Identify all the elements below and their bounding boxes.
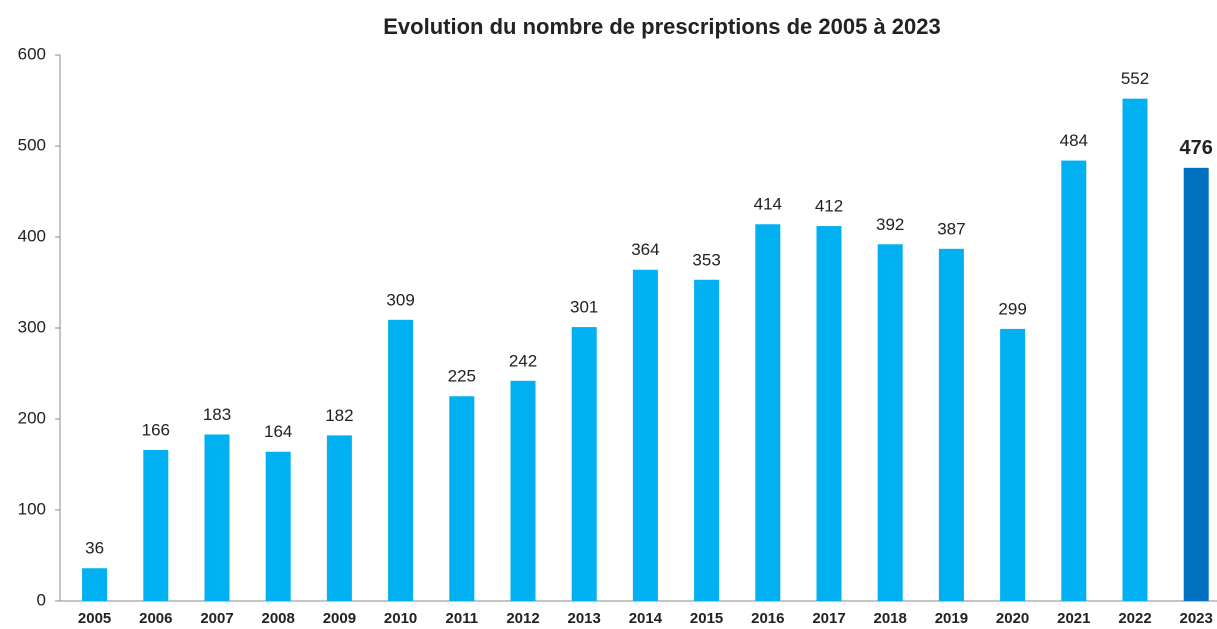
data-label: 476 — [1180, 137, 1213, 159]
x-tick-label: 2012 — [506, 610, 539, 627]
data-label: 392 — [876, 215, 904, 234]
x-tick-label: 2011 — [446, 610, 479, 627]
data-label: 36 — [85, 539, 104, 558]
y-tick-label: 500 — [18, 135, 46, 154]
bar — [143, 449, 169, 601]
data-label: 166 — [142, 420, 170, 439]
x-tick-label: 2009 — [323, 610, 356, 627]
x-tick-label: 2010 — [384, 610, 417, 627]
bar — [877, 244, 903, 601]
data-label: 299 — [998, 299, 1026, 318]
bar — [82, 568, 108, 601]
y-tick-label: 0 — [37, 590, 46, 609]
x-tick-label: 2020 — [996, 610, 1029, 627]
x-tick-label: 2018 — [874, 610, 907, 627]
y-tick-label: 400 — [18, 226, 46, 245]
x-tick-label: 2021 — [1057, 610, 1090, 627]
bar — [816, 226, 842, 601]
data-label: 309 — [386, 290, 414, 309]
x-tick-label: 2017 — [812, 610, 845, 627]
bar — [632, 269, 658, 601]
bar — [326, 435, 352, 601]
bar — [510, 380, 536, 601]
bar — [1000, 328, 1026, 601]
data-label: 301 — [570, 298, 598, 317]
x-tick-label: 2019 — [935, 610, 968, 627]
chart-title: Evolution du nombre de prescriptions de … — [383, 14, 941, 39]
bar — [571, 327, 597, 601]
data-label: 412 — [815, 197, 843, 216]
data-label: 353 — [692, 250, 720, 269]
x-tick-label: 2005 — [78, 610, 111, 627]
bar — [1061, 160, 1087, 601]
x-tick-label: 2015 — [690, 610, 723, 627]
y-tick-label: 600 — [18, 44, 46, 63]
x-tick-label: 2023 — [1180, 610, 1213, 627]
bar — [449, 396, 475, 601]
x-tick-label: 2008 — [262, 610, 295, 627]
bar — [204, 434, 230, 601]
bar — [938, 248, 964, 601]
data-label: 164 — [264, 422, 292, 441]
bar — [388, 319, 414, 601]
data-label: 484 — [1060, 131, 1088, 150]
x-tick-label: 2016 — [751, 610, 784, 627]
x-tick-label: 2022 — [1118, 610, 1151, 627]
data-label: 182 — [325, 406, 353, 425]
data-label: 242 — [509, 351, 537, 370]
x-tick-label: 2013 — [568, 610, 601, 627]
data-label: 552 — [1121, 69, 1149, 88]
y-tick-label: 100 — [18, 499, 46, 518]
x-tick-label: 2006 — [139, 610, 172, 627]
data-label: 414 — [754, 195, 782, 214]
x-tick-label: 2007 — [200, 610, 233, 627]
x-tick-label: 2014 — [629, 610, 663, 627]
y-tick-label: 200 — [18, 408, 46, 427]
bar — [755, 224, 781, 601]
data-label: 387 — [937, 219, 965, 238]
data-label: 183 — [203, 405, 231, 424]
bar — [694, 279, 720, 601]
bar — [1183, 167, 1209, 601]
data-label: 364 — [631, 240, 659, 259]
y-tick-label: 300 — [18, 317, 46, 336]
data-label: 225 — [448, 367, 476, 386]
bar — [265, 451, 291, 601]
bar — [1122, 98, 1148, 602]
